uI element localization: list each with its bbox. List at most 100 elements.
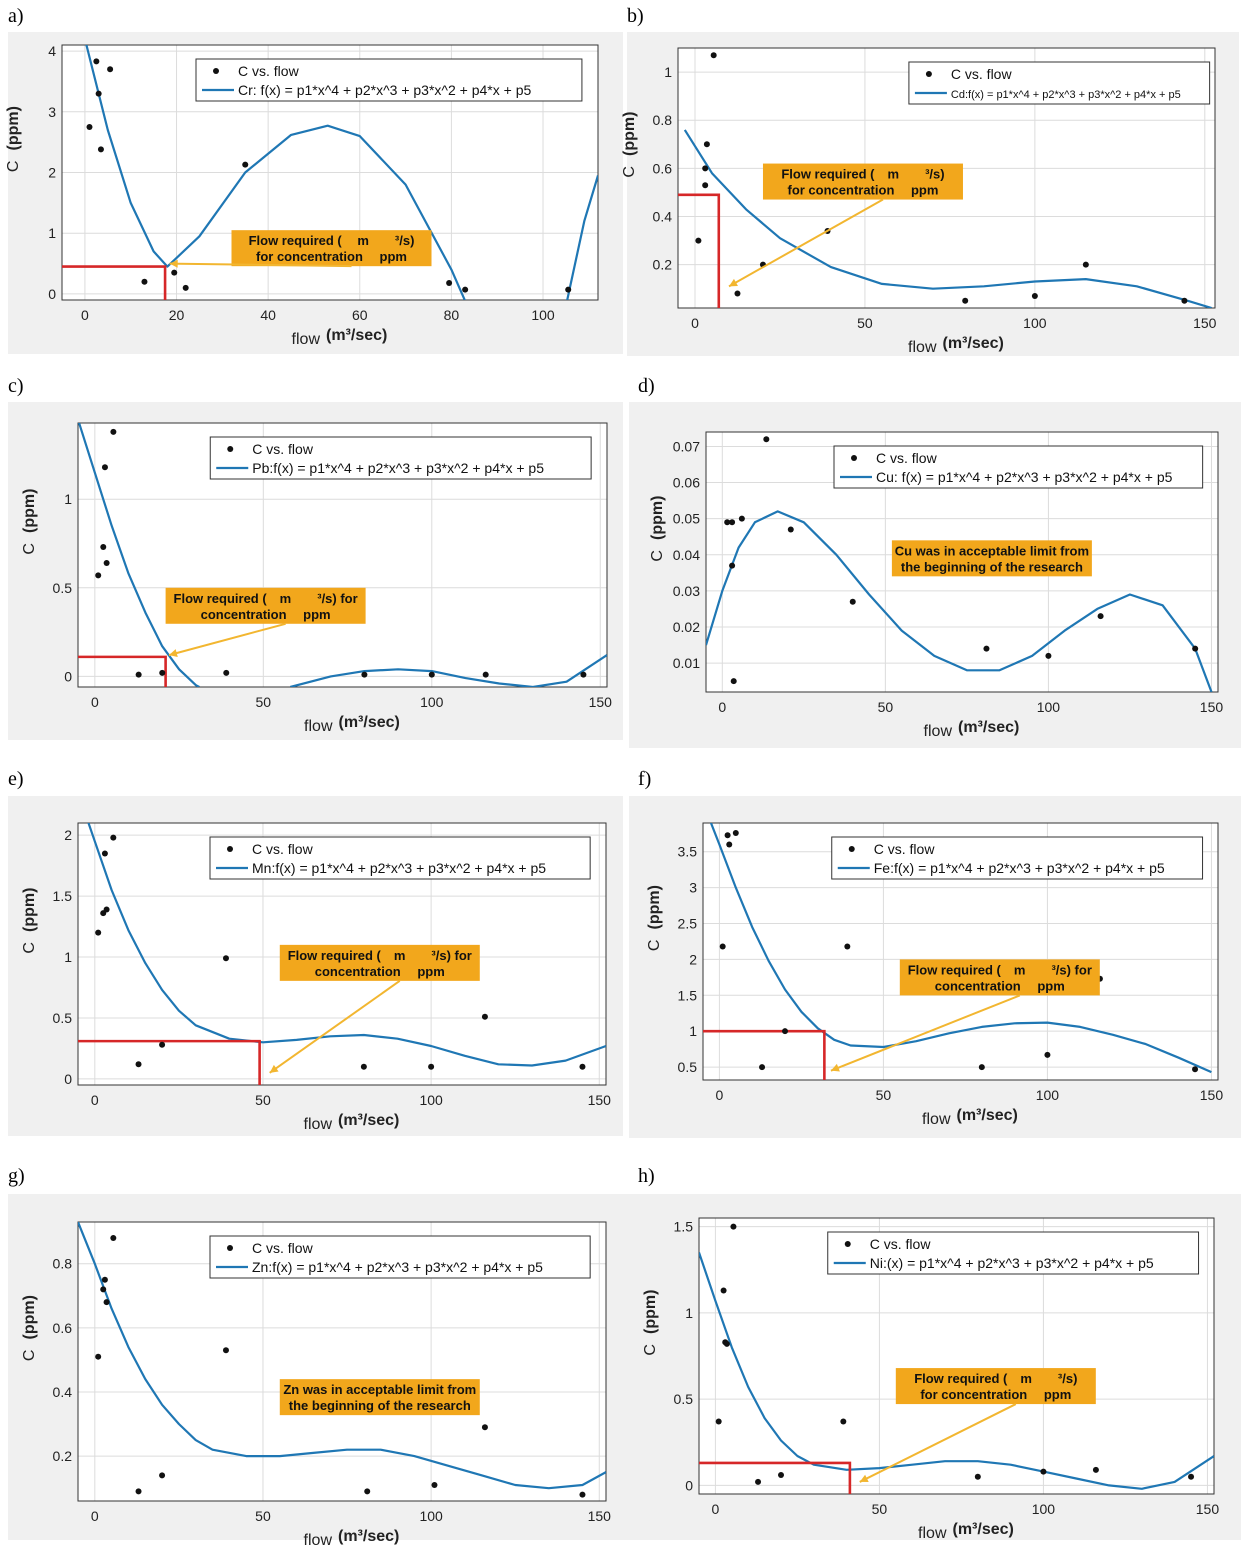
data-point [726, 841, 733, 848]
legend-box [209, 1235, 591, 1279]
y-axis-unit: (ppm) [642, 1290, 659, 1334]
x-axis-label-text: flow [304, 718, 333, 735]
y-axis-label-text: C [646, 940, 663, 952]
y-tick-label: 0.2 [53, 1448, 73, 1464]
panel-f: 0 50 100 150 0.5 1 1.5 2 2.5 3 3.5 C (ppm) flow (m³/se… [629, 796, 1241, 1138]
x-tick-label: 50 [857, 315, 873, 331]
x-tick-label: 50 [255, 1092, 271, 1108]
fit-curve [683, 129, 1212, 308]
legend-entry-points: C vs. flow [870, 1236, 932, 1252]
plot-content [78, 823, 606, 1085]
y-tick-label: 0.6 [653, 160, 673, 176]
x-axis-unit: (m³/sec) [958, 719, 1019, 736]
x-tick-label: 0 [691, 315, 699, 331]
x-tick-label: 150 [588, 1508, 612, 1524]
data-point [222, 955, 229, 962]
x-axis-unit: (m³/sec) [338, 1112, 399, 1129]
y-tick-label: 3.5 [678, 844, 698, 860]
fit-curve [78, 1222, 606, 1490]
x-tick-label: 150 [1200, 699, 1224, 715]
plot-content [78, 1222, 606, 1498]
fit-curve [78, 423, 200, 687]
legend-box [831, 836, 1204, 880]
legend: C vs. flow Zn:f(x) = p1*x^4 + p2*x^3 + p3… [209, 1235, 591, 1279]
data-point [223, 669, 230, 676]
data-point [95, 572, 102, 579]
x-axis-unit: (m³/sec) [339, 714, 400, 731]
annotation-line-2: for concentration ppm [787, 183, 938, 198]
legend-entry-curve: Cu: f(x) = p1*x^4 + p2*x^3 + p3*x^2 + p4… [876, 469, 1173, 485]
y-axis-unit: (ppm) [649, 496, 666, 540]
annotation-arrowhead [859, 1474, 869, 1483]
x-tick-label: 50 [872, 1501, 888, 1517]
x-tick-label: 0 [91, 694, 99, 710]
plot-frame [61, 44, 599, 301]
data-point [730, 1223, 737, 1230]
data-point [724, 519, 731, 526]
data-point [110, 834, 117, 841]
data-point [710, 52, 717, 59]
x-tick-label: 150 [589, 694, 613, 710]
legend-entry-points: C vs. flow [238, 63, 300, 79]
panel-label: c) [8, 375, 24, 397]
data-point [95, 1353, 102, 1360]
y-tick-label: 0.06 [673, 475, 700, 491]
y-tick-label: 3 [689, 880, 697, 896]
required-flow-line [78, 1039, 261, 1085]
y-tick-label: 0.8 [653, 112, 673, 128]
plot-content [703, 823, 1212, 1080]
x-axis-unit: (m³/sec) [326, 327, 387, 344]
y-tick-label: 1.5 [53, 888, 73, 904]
x-axis-label-text: flow [908, 339, 937, 356]
data-point [86, 123, 93, 130]
y-tick-label: 0.04 [673, 547, 700, 563]
data-point [135, 1061, 142, 1068]
x-axis-unit: (m³/sec) [338, 1528, 399, 1545]
legend-box [209, 436, 592, 480]
data-point [446, 280, 453, 286]
legend-entry-curve: Pb:f(x) = p1*x^4 + p2*x^3 + p3*x^2 + p4*… [252, 460, 544, 476]
y-axis-label-text: C [621, 166, 638, 178]
data-point [579, 1491, 586, 1498]
x-axis-unit: (m³/sec) [953, 1521, 1014, 1538]
panel-label: h) [638, 1165, 655, 1187]
y-tick-label: 0.4 [53, 1384, 73, 1400]
y-axis-label-text: C [642, 1344, 659, 1356]
data-point [159, 1472, 166, 1479]
plot-frame [698, 1217, 1215, 1495]
x-tick-label: 150 [588, 1092, 612, 1108]
legend-marker-points [925, 71, 932, 77]
legend: C vs. flow Cr: f(x) = p1*x^4 + p2*x^3 + p… [195, 58, 583, 102]
data-point [734, 290, 741, 297]
plot-frame [77, 1221, 607, 1502]
y-tick-label: 0.01 [673, 655, 700, 671]
data-point [719, 943, 726, 950]
y-tick-label: 0.5 [53, 1010, 73, 1026]
data-point [159, 669, 166, 676]
legend: C vs. flow Fe:f(x) = p1*x^4 + p2*x^3 + p3… [831, 836, 1204, 880]
x-tick-label: 150 [1193, 315, 1217, 331]
data-point [141, 278, 148, 285]
y-axis-unit: (ppm) [5, 106, 22, 150]
x-tick-label: 50 [255, 1508, 271, 1524]
y-axis-unit: (ppm) [621, 112, 638, 156]
y-axis-unit: (ppm) [21, 1295, 38, 1339]
y-tick-label: 1 [64, 491, 72, 507]
plot-frame [77, 422, 608, 688]
panel-label: f) [638, 768, 652, 790]
y-axis-label: C (ppm) [649, 496, 666, 562]
annotation-arrow [168, 622, 286, 657]
legend-marker-points [227, 1245, 233, 1251]
x-tick-label: 100 [420, 694, 444, 710]
data-point [962, 297, 969, 304]
annotation-line-1: Cu was in acceptable limit from [895, 543, 1089, 558]
panel-a: 0 20 40 60 80 100 0 1 2 3 4 C (ppm) flow (m³/sec) C vs.… [5, 32, 623, 354]
required-flow-line [78, 655, 167, 687]
y-axis-label: C (ppm) [21, 888, 38, 954]
annotation-box [899, 959, 1100, 996]
annotation-line-2: for concentration ppm [256, 249, 407, 264]
x-tick-label: 100 [1037, 699, 1061, 715]
legend-marker-points [844, 1241, 851, 1247]
y-axis-label: C (ppm) [21, 489, 38, 555]
x-tick-label: 0 [91, 1092, 99, 1108]
